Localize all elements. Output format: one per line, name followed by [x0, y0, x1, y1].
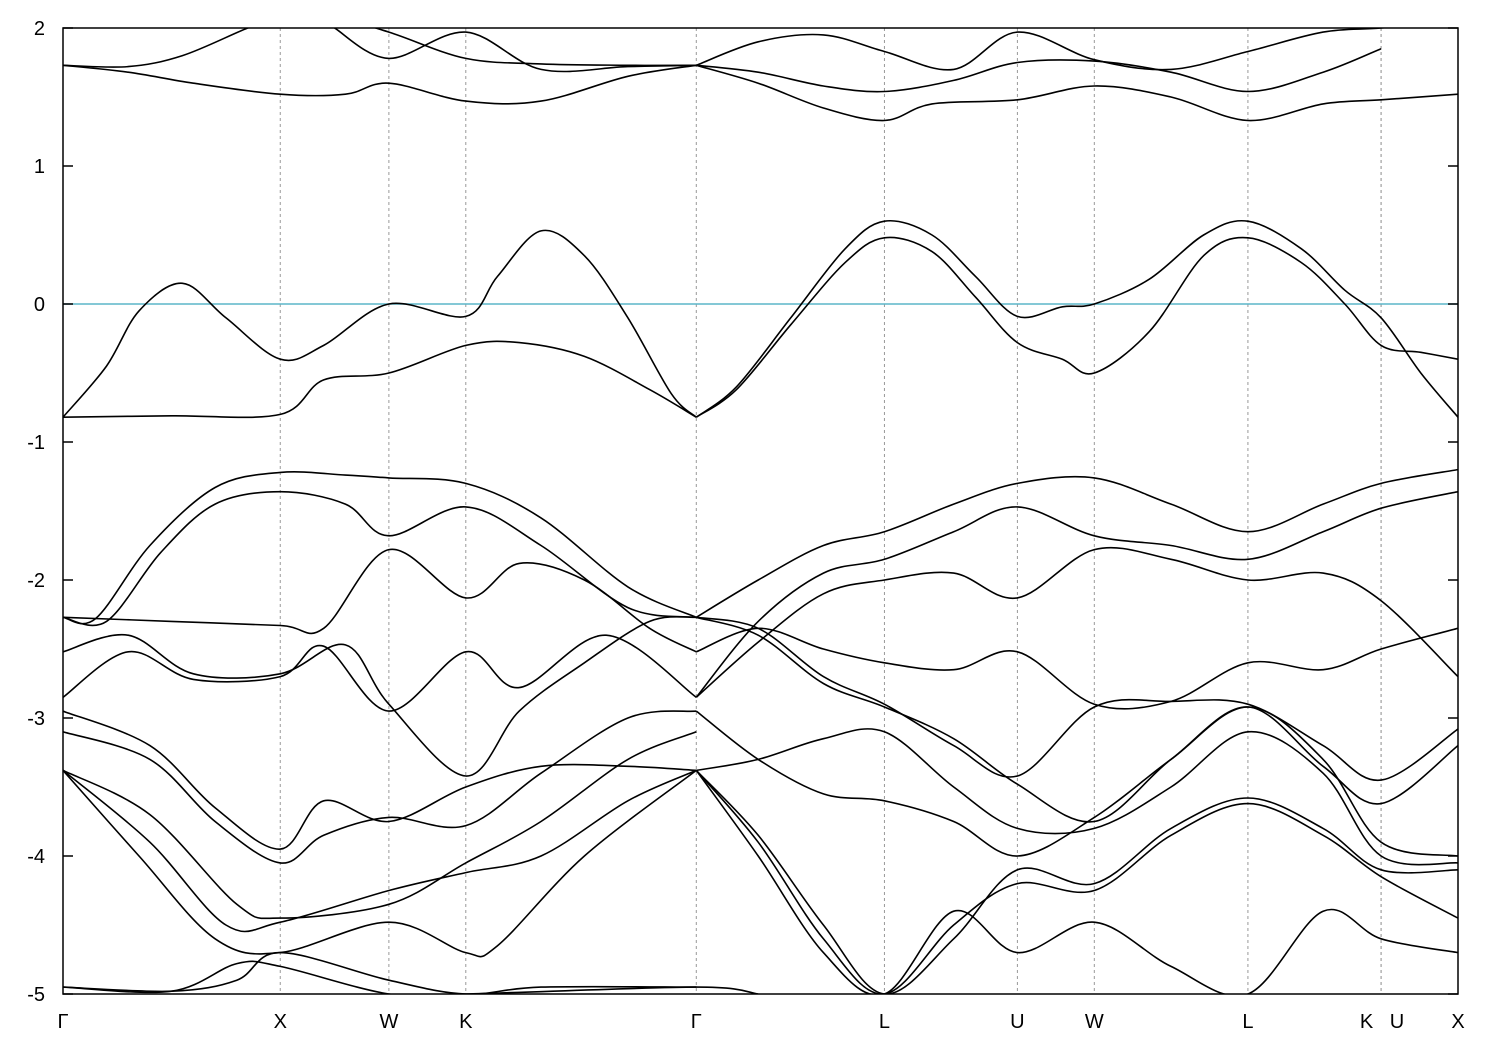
band-line-27 [695, 769, 1458, 994]
band-line-16 [63, 615, 697, 777]
band-line-2 [334, 28, 697, 73]
x-tick-label-10: U [1390, 1011, 1404, 1033]
band-line-28 [695, 769, 1458, 994]
x-tick-label-0: Γ [57, 1011, 68, 1033]
x-tick-label-1: X [274, 1011, 287, 1033]
y-tick-label-4: -2 [27, 570, 45, 592]
band-line-1 [63, 64, 697, 105]
x-tick-label-2: W [379, 1011, 398, 1033]
band-line-3 [696, 28, 1391, 71]
band-line-22 [63, 710, 697, 864]
plot-frame [62, 27, 1459, 995]
band-line-18 [696, 627, 1458, 710]
x-tick-label-8: L [1242, 1011, 1253, 1033]
band-line-8 [695, 219, 1458, 418]
band-line-10 [63, 470, 697, 625]
kpoint-gridlines [279, 28, 1382, 994]
band-line-24 [696, 728, 1458, 866]
band-line-25 [63, 731, 697, 920]
band-line-0 [63, 28, 697, 68]
y-tick-label-5: -3 [27, 708, 45, 730]
band-line-21 [63, 710, 697, 850]
band-line-13 [695, 468, 1458, 618]
band-line-12 [63, 548, 697, 653]
band-line-29 [63, 769, 697, 958]
x-tick-label-7: W [1085, 1011, 1104, 1033]
x-tick-label-11: X [1451, 1011, 1464, 1033]
band-line-32 [63, 960, 759, 994]
y-tick-label-0: 2 [34, 18, 45, 40]
y-axis: 2 1 0 -1 -2 -3 -4 -5 [27, 18, 1458, 1006]
band-line-17 [63, 634, 697, 712]
y-tick-label-1: 1 [34, 156, 45, 178]
band-line-23 [695, 706, 1458, 857]
band-line-19 [696, 616, 1458, 781]
band-line-7 [63, 340, 697, 419]
x-tick-label-9: K [1360, 1011, 1374, 1033]
band-line-9 [695, 236, 1458, 418]
band-series [63, 28, 1458, 994]
band-line-26 [63, 769, 697, 933]
band-line-11 [63, 490, 697, 627]
band-line-5 [696, 64, 1458, 122]
y-tick-label-3: -1 [27, 432, 45, 454]
band-line-6 [63, 229, 697, 418]
x-tick-label-5: L [879, 1011, 890, 1033]
y-tick-label-2: 0 [34, 294, 45, 316]
y-tick-label-7: -5 [27, 984, 45, 1006]
x-tick-label-6: U [1010, 1011, 1024, 1033]
x-tick-label-4: Γ [691, 1011, 702, 1033]
band-line-15 [695, 546, 1458, 698]
band-line-30 [695, 769, 1458, 994]
band-line-20 [696, 616, 1458, 823]
band-line-4 [696, 47, 1382, 93]
band-line-31 [63, 951, 697, 994]
x-tick-label-3: K [459, 1011, 473, 1033]
y-tick-label-6: -4 [27, 846, 45, 868]
band-line-14 [695, 490, 1458, 698]
